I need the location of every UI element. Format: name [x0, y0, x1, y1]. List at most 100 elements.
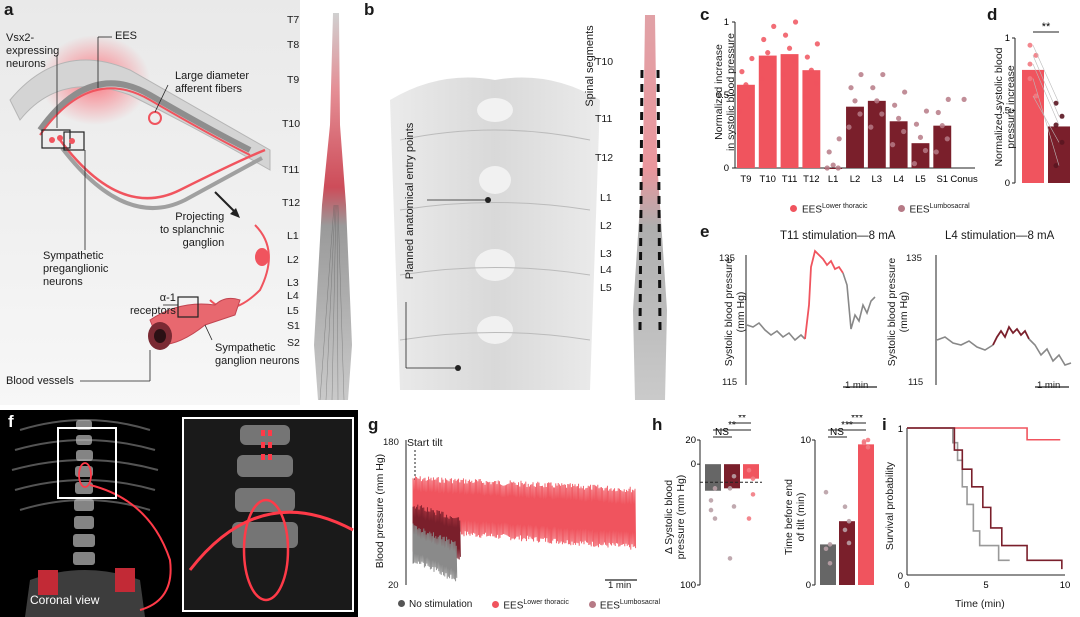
data-point — [922, 147, 929, 154]
legend-item: EESLower thoracic — [492, 599, 569, 611]
data-point — [865, 437, 871, 443]
data-point — [902, 89, 908, 95]
x-tick-label: L4 — [893, 174, 904, 185]
data-point — [737, 108, 743, 114]
data-point — [823, 489, 829, 495]
panel-a-spinal-cord — [314, 13, 352, 401]
bar — [820, 544, 836, 585]
bar — [780, 54, 799, 169]
legend-item: No stimulation — [398, 599, 472, 611]
sig-label: *** — [841, 420, 853, 431]
data-point — [842, 527, 848, 533]
data-point — [933, 149, 939, 155]
data-point — [939, 123, 945, 129]
segment-label: T7 — [287, 14, 300, 26]
legend-item: EESLower thoracic — [790, 203, 868, 215]
data-point — [750, 492, 756, 497]
survival-lumbosacral — [907, 427, 1063, 570]
data-point — [846, 124, 852, 130]
panel-g-ymax: 180 — [383, 437, 399, 448]
data-point — [865, 444, 871, 450]
data-point — [848, 85, 854, 91]
segment-label: T10 — [595, 56, 614, 68]
data-point — [846, 540, 852, 546]
panel-g-ymin: 20 — [388, 580, 399, 591]
data-point — [761, 36, 767, 43]
bar — [846, 106, 864, 168]
data-point — [846, 518, 852, 524]
segment-label: L1 — [600, 192, 612, 204]
segment-label: L2 — [287, 254, 299, 266]
panel-e-right-ylabel: Systolic blood pressure (mm Hg) — [886, 257, 910, 367]
segment-label: L5 — [600, 282, 612, 294]
sig-label: NS — [830, 427, 844, 438]
panel-e-left-scale: 1 min — [845, 380, 869, 391]
data-point — [874, 98, 880, 104]
y-tick-label: 20 — [685, 435, 696, 446]
panel-d-ylabel: Normalized systolic blood pressure incre… — [993, 47, 1017, 167]
data-point — [765, 50, 771, 56]
data-point — [835, 165, 841, 171]
bar — [867, 100, 886, 168]
data-point — [1027, 42, 1033, 48]
label-afferent-fibers: Large diameter afferent fibers — [175, 70, 249, 95]
data-point — [1053, 122, 1059, 128]
data-point — [896, 115, 902, 121]
label-alpha1: α-1 receptors — [130, 292, 176, 317]
data-point — [1053, 163, 1059, 169]
segment-label: T8 — [287, 39, 300, 51]
label-ganglion-neurons: Sympathetic ganglion neurons — [215, 342, 300, 367]
panel-e-right-scale: 1 min — [1037, 380, 1061, 391]
y-tick-label: 0 — [724, 163, 729, 174]
y-tick-label: 0.5 — [1000, 106, 1010, 117]
data-point — [770, 63, 776, 69]
label-blood-vessels: Blood vessels — [6, 375, 74, 387]
label-splanchnic: Projecting to splanchnic ganglion — [160, 211, 225, 249]
sig-label: ** — [738, 415, 746, 424]
data-point — [852, 98, 858, 104]
panel-e-left-trace — [745, 249, 877, 388]
data-point — [791, 58, 798, 65]
data-point — [826, 149, 832, 155]
segment-label: L4 — [600, 264, 612, 276]
paired-line — [1032, 55, 1060, 117]
data-point — [944, 136, 950, 142]
panel-f: f Coronal view — [0, 410, 358, 617]
data-point — [868, 124, 874, 130]
label-vsx2-neurons: Vsx2- expressing neurons — [6, 32, 60, 70]
panel-i-xlabel: Time (min) — [955, 598, 1005, 610]
segment-label: L3 — [600, 248, 612, 260]
data-point — [901, 128, 907, 135]
segment-label: L3 — [287, 277, 299, 289]
panel-letter-c: c — [700, 5, 710, 24]
survival-no-stimulation — [907, 427, 1010, 562]
bar — [705, 464, 721, 491]
paired-line — [1032, 95, 1060, 143]
y-tick-label: 0 — [806, 580, 811, 591]
panel-e-right-ymin: 115 — [908, 377, 924, 388]
panel-e-left-title: T11 stimulation—8 mA — [780, 230, 896, 242]
data-point — [892, 102, 898, 108]
bar — [758, 55, 777, 168]
panel-c-chart: 0 0.5 1 T9 T10 T11 T12 L1 L2 L3 L4 L5 S1 Conus — [716, 17, 978, 185]
data-point — [911, 161, 918, 167]
data-point — [808, 67, 814, 73]
x-tick-label: L5 — [915, 174, 926, 185]
panel-letter-a: a — [4, 0, 14, 19]
data-point — [842, 504, 848, 509]
data-point — [890, 142, 896, 148]
data-point — [823, 546, 829, 552]
x-tick-label: L3 — [872, 174, 883, 185]
x-tick-label: Conus — [950, 174, 978, 185]
bar — [1022, 69, 1044, 183]
ct-render — [11, 417, 354, 617]
sig-label: NS — [715, 427, 729, 438]
data-point — [879, 111, 885, 117]
panel-g-scale: 1 min — [608, 580, 632, 591]
bar — [824, 168, 843, 169]
paired-line — [1032, 45, 1060, 104]
panel-e-left-ymin: 115 — [722, 377, 738, 388]
segment-label: T11 — [595, 113, 613, 125]
data-point — [1033, 93, 1039, 99]
